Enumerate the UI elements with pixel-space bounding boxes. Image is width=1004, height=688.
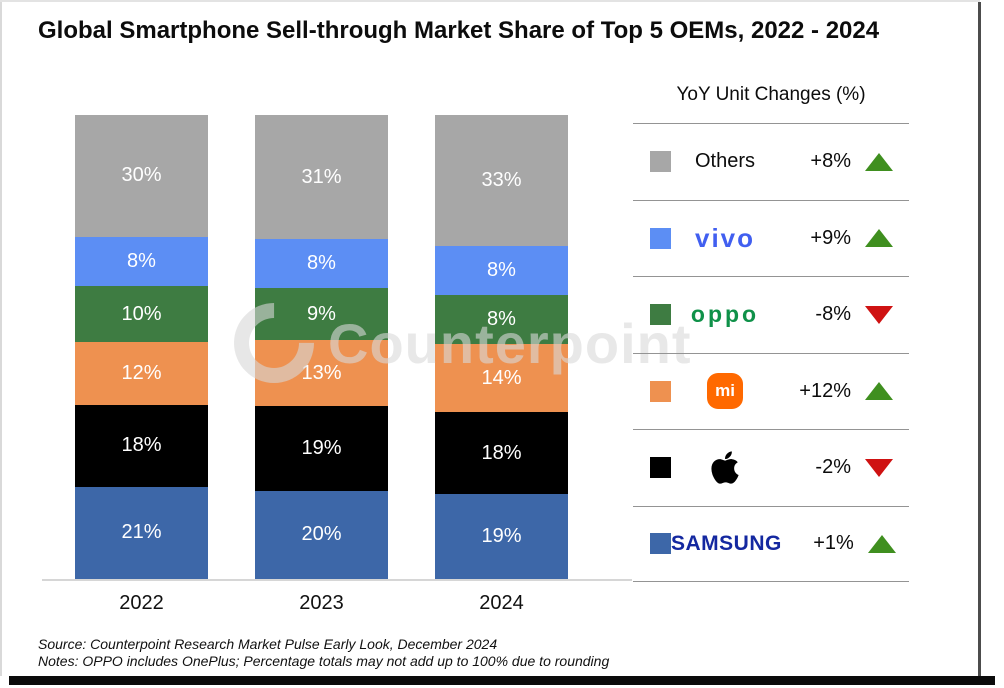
stacked-bar-2024: 33% 8% 8% 14% 18% 19% (435, 115, 568, 579)
segment-value-label: 8% (487, 307, 516, 330)
others-yoy-change: +8% (810, 150, 851, 173)
vivo-yoy-change: +9% (810, 226, 851, 249)
frame-edge-top (0, 0, 980, 2)
legend-title: YoY Unit Changes (%) (676, 84, 866, 105)
segment-oppo-2022: 10% (75, 286, 208, 343)
apple-yoy-change: -2% (815, 456, 851, 479)
segment-samsung-2023: 20% (255, 490, 388, 579)
others-swatch (650, 151, 671, 173)
segment-value-label: 19% (301, 436, 342, 459)
up-triangle-icon (865, 152, 893, 171)
samsung-logo: SAMSUNG (671, 531, 782, 555)
segment-value-label: 8% (127, 249, 156, 272)
legend-row-others: Others +8% (633, 123, 909, 200)
stacked-bars: 30% 8% 10% 12% 18% 21% 31% 8% 9% 13% 19% 20% 33% 8% 8%… (75, 115, 568, 579)
rounding-note: Notes: OPPO includes OnePlus; Percentage… (38, 653, 610, 669)
segment-value-label: 31% (301, 165, 342, 188)
oppo-logo: oppo (690, 301, 760, 328)
samsung-swatch (650, 533, 671, 555)
footnotes: Source: Counterpoint Research Market Pul… (38, 636, 609, 670)
frame-edge-right (978, 2, 981, 676)
others-label: Others (694, 150, 756, 173)
segment-xiaomi-2024: 14% (435, 343, 568, 413)
segment-apple-2022: 18% (75, 404, 208, 487)
x-axis-label-2023: 2023 (299, 592, 344, 614)
segment-samsung-2022: 21% (75, 486, 208, 579)
xiaomi-yoy-change: +12% (799, 379, 851, 402)
legend-row-apple: -2% (633, 429, 909, 506)
segment-oppo-2023: 9% (255, 288, 388, 341)
legend-panel: YoY Unit Changes (%) Others +8% vivo +9%… (633, 84, 909, 582)
apple-logo-icon (711, 451, 739, 484)
down-triangle-icon (865, 458, 893, 477)
up-triangle-icon (865, 382, 893, 401)
segment-xiaomi-2022: 12% (75, 342, 208, 405)
xiaomi-swatch (650, 380, 671, 402)
segment-value-label: 8% (307, 252, 336, 275)
apple-swatch (650, 457, 671, 479)
segment-value-label: 18% (121, 434, 162, 457)
mi-logo-text: mi (715, 381, 735, 401)
segment-others-2023: 31% (255, 115, 388, 240)
segment-value-label: 19% (481, 525, 522, 548)
samsung-yoy-change: +1% (813, 532, 854, 555)
segment-others-2024: 33% (435, 115, 568, 246)
xiaomi-mi-logo: mi (707, 373, 743, 410)
segment-xiaomi-2023: 13% (255, 340, 388, 406)
segment-value-label: 20% (301, 523, 342, 546)
segment-samsung-2024: 19% (435, 494, 568, 579)
segment-vivo-2024: 8% (435, 245, 568, 295)
segment-value-label: 21% (121, 521, 162, 544)
frame-edge-left (0, 0, 2, 676)
segment-value-label: 33% (481, 168, 522, 191)
segment-value-label: 12% (121, 361, 162, 384)
stacked-bar-2023: 31% 8% 9% 13% 19% 20% (255, 115, 388, 579)
x-axis-label-2022: 2022 (119, 592, 164, 614)
legend-row-oppo: oppo -8% (633, 276, 909, 353)
frame-edge-bottom (9, 676, 995, 685)
up-triangle-icon (865, 229, 893, 248)
segment-value-label: 10% (121, 302, 162, 325)
segment-oppo-2024: 8% (435, 294, 568, 344)
segment-apple-2024: 18% (435, 412, 568, 495)
x-axis-label-2024: 2024 (479, 592, 524, 614)
legend-row-xiaomi: mi +12% (633, 352, 909, 430)
oppo-swatch (650, 304, 671, 326)
segment-vivo-2023: 8% (255, 239, 388, 289)
x-axis-labels: 2022 2023 2024 (75, 592, 568, 615)
legend-row-samsung: SAMSUNG +1% (633, 505, 909, 582)
x-axis-line (42, 579, 632, 581)
segment-apple-2023: 19% (255, 405, 388, 491)
segment-value-label: 13% (301, 361, 342, 384)
segment-others-2022: 30% (75, 115, 208, 237)
vivo-swatch (650, 227, 671, 249)
vivo-logo: vivo (694, 222, 756, 253)
segment-vivo-2022: 8% (75, 236, 208, 287)
source-note: Source: Counterpoint Research Market Pul… (38, 636, 498, 652)
legend-row-vivo: vivo +9% (633, 199, 909, 277)
down-triangle-icon (865, 305, 893, 324)
oppo-yoy-change: -8% (815, 303, 851, 326)
segment-value-label: 18% (481, 441, 522, 464)
segment-value-label: 14% (481, 366, 522, 389)
up-triangle-icon (867, 534, 896, 553)
stacked-bar-2022: 30% 8% 10% 12% 18% 21% (75, 115, 208, 579)
segment-value-label: 9% (307, 302, 336, 325)
chart-title: Global Smartphone Sell-through Market Sh… (38, 17, 880, 44)
segment-value-label: 30% (121, 164, 162, 187)
segment-value-label: 8% (487, 258, 516, 281)
